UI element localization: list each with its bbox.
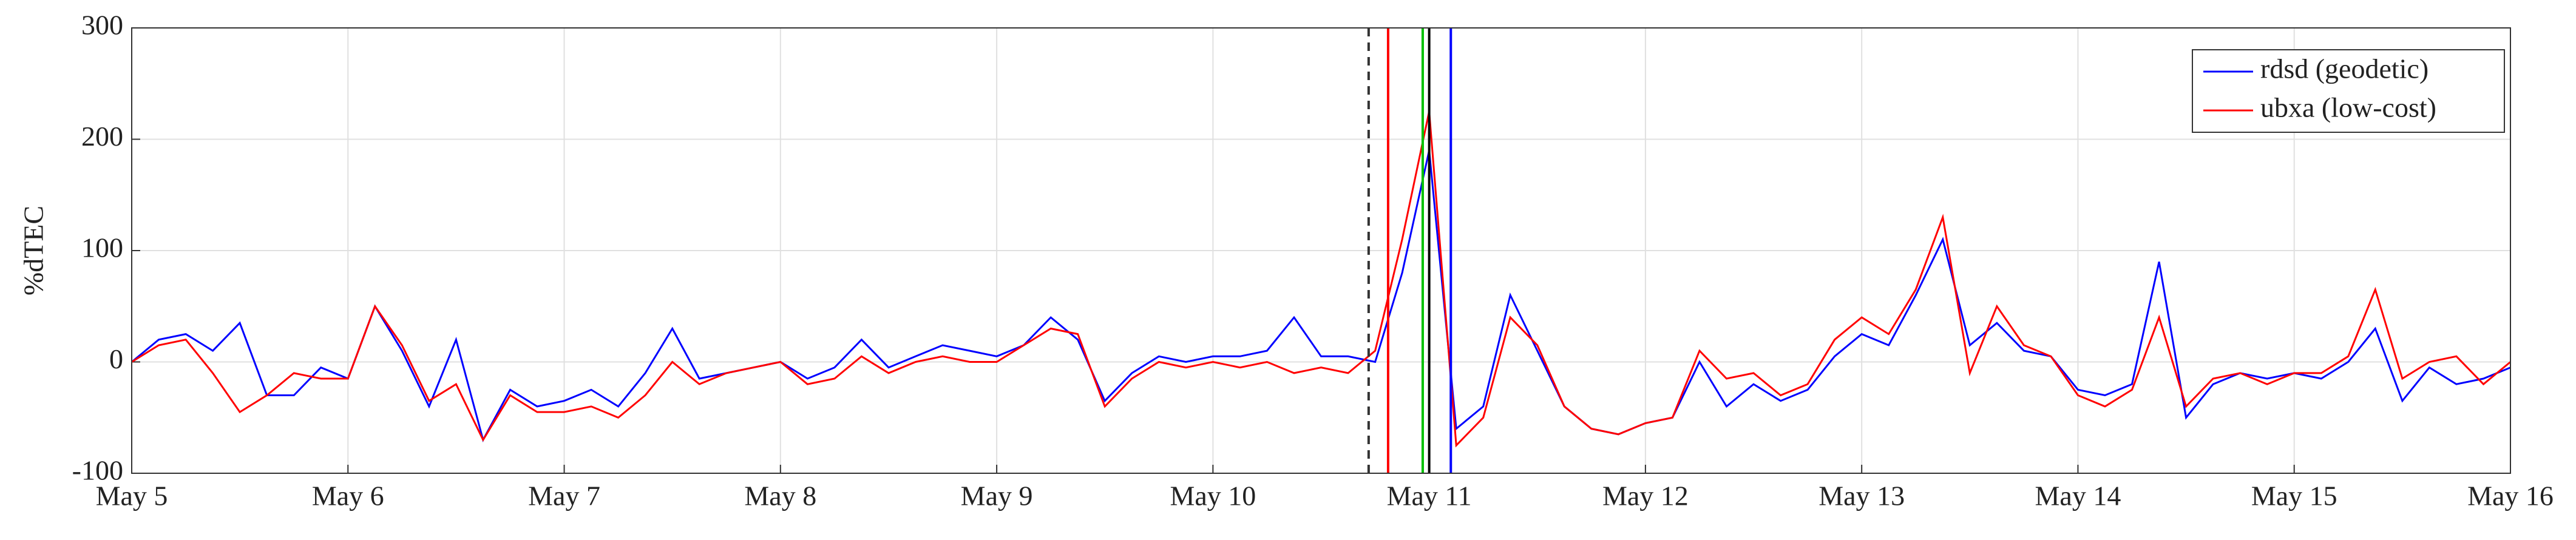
x-tick-label: May 11 <box>1387 481 1472 511</box>
legend: rdsd (geodetic) ubxa (low-cost) <box>2192 49 2505 133</box>
y-tick-label: 0 <box>109 343 123 374</box>
legend-box <box>2192 49 2505 133</box>
data-line <box>131 111 2511 448</box>
y-tick-label: 100 <box>81 232 123 263</box>
x-tick-label: May 15 <box>2251 481 2337 511</box>
y-tick-label: -100 <box>72 455 123 486</box>
x-tick-label: May 5 <box>96 481 168 511</box>
legend-label: rdsd (geodetic) <box>2260 53 2429 84</box>
legend-label: ubxa (low-cost) <box>2260 92 2436 123</box>
x-tick-label: May 8 <box>744 481 816 511</box>
x-tick-label: May 12 <box>1602 481 1689 511</box>
x-tick-label: May 14 <box>2035 481 2121 511</box>
x-tick-label: May 7 <box>528 481 600 511</box>
data-line <box>131 150 2511 443</box>
y-axis-label: %dTEC <box>18 206 49 295</box>
plot-frame <box>131 27 2511 474</box>
x-tick-label: May 10 <box>1170 481 1256 511</box>
x-tick-label: May 16 <box>2467 481 2554 511</box>
y-tick-label: 300 <box>81 10 123 41</box>
x-tick-label: May 13 <box>1818 481 1905 511</box>
y-tick-label: 200 <box>81 121 123 152</box>
x-tick-label: May 6 <box>312 481 384 511</box>
x-tick-label: May 9 <box>961 481 1033 511</box>
